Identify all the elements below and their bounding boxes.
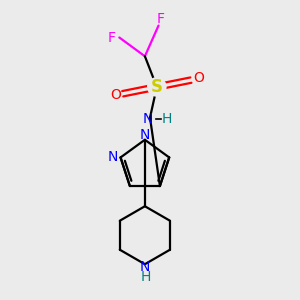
Text: F: F	[157, 12, 165, 26]
Text: N: N	[140, 128, 150, 142]
Text: O: O	[110, 88, 121, 103]
Text: F: F	[108, 31, 116, 44]
Text: N: N	[143, 112, 154, 126]
Text: H: H	[141, 270, 151, 284]
Text: H: H	[161, 112, 172, 126]
Text: O: O	[193, 71, 204, 85]
Text: N: N	[140, 260, 150, 274]
Text: N: N	[108, 150, 118, 164]
Text: S: S	[151, 78, 163, 96]
